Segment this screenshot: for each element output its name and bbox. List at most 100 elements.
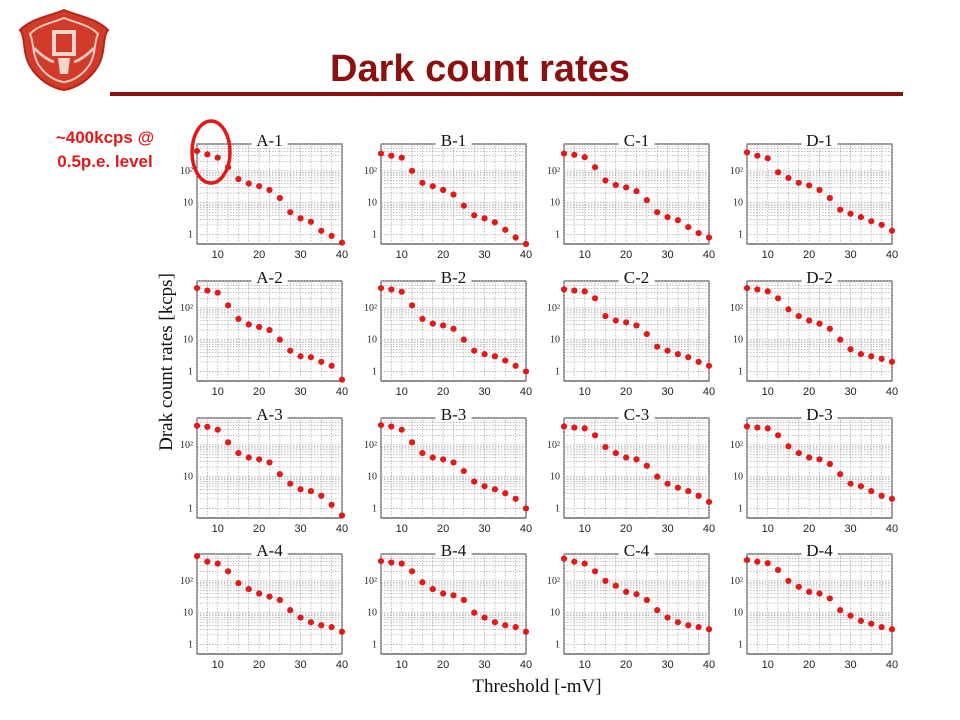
data-point — [643, 596, 650, 604]
data-point — [888, 626, 896, 633]
x-tick-label: 10 — [579, 659, 591, 671]
gridlines — [380, 553, 527, 654]
data-point — [214, 289, 221, 296]
y-tick-label: 10 — [733, 608, 743, 619]
data-point — [695, 492, 702, 499]
data-point — [214, 154, 221, 161]
data-point — [623, 319, 630, 326]
data-point — [795, 450, 802, 457]
data-point — [276, 471, 283, 478]
data-point — [785, 306, 792, 313]
data-point — [591, 295, 599, 302]
data-point — [512, 624, 519, 631]
data-point — [754, 424, 761, 431]
data-point — [276, 336, 283, 343]
data-point — [754, 152, 761, 159]
x-tick-label: 40 — [886, 249, 898, 261]
data-point — [837, 336, 844, 343]
data-point — [633, 591, 640, 598]
x-tick-label: 40 — [520, 386, 532, 398]
panel-label: D-1 — [806, 131, 832, 150]
data-point — [256, 456, 263, 463]
panel-label: A-3 — [256, 405, 282, 424]
x-tick-label: 10 — [212, 659, 224, 671]
x-tick-label: 10 — [396, 523, 408, 535]
x-tick-label: 40 — [703, 386, 715, 398]
x-tick-label: 40 — [703, 659, 715, 671]
data-point — [847, 480, 854, 487]
data-point — [307, 354, 315, 361]
data-point — [654, 343, 661, 350]
panel-a-2: 10 20 30 40 1 10 10² A-2 — [180, 268, 348, 398]
title-underline — [110, 92, 903, 96]
data-point — [266, 326, 273, 334]
panel-label: B-1 — [441, 131, 467, 150]
panel-label: B-3 — [441, 405, 467, 424]
data-point — [857, 214, 865, 221]
x-tick-label: 40 — [886, 386, 898, 398]
data-point — [816, 456, 823, 463]
panel-label-bg — [801, 271, 838, 285]
data-point — [581, 560, 588, 567]
data-point — [654, 473, 661, 480]
data-point — [276, 194, 283, 202]
data-point — [328, 624, 335, 631]
x-tick-label: 20 — [253, 249, 265, 261]
data-point — [502, 357, 509, 364]
data-point — [471, 347, 478, 354]
data-point — [522, 240, 530, 248]
slide-title: Dark count rates — [330, 48, 630, 90]
panel-label-bg — [435, 544, 472, 558]
annotation-line-2: 0.5p.e. level — [57, 152, 153, 171]
data-point — [522, 628, 530, 635]
data-point — [256, 183, 263, 190]
data-point — [795, 179, 802, 186]
data-point — [214, 426, 221, 433]
x-tick-label: 20 — [620, 386, 632, 398]
data-point — [591, 164, 599, 171]
data-point — [664, 614, 671, 621]
y-tick-label: 10² — [364, 440, 377, 451]
data-point — [440, 322, 447, 329]
data-point — [338, 628, 346, 635]
data-point — [685, 488, 692, 495]
data-point — [705, 234, 713, 241]
data-point — [224, 302, 232, 309]
data-point — [491, 353, 499, 360]
data-point — [837, 471, 844, 478]
x-tick-label: 40 — [520, 523, 532, 535]
y-tick-label: 10 — [733, 472, 743, 483]
data-point — [388, 423, 395, 430]
panel-label: C-2 — [624, 268, 650, 287]
x-tick-label: 30 — [661, 249, 673, 261]
data-point — [429, 586, 436, 593]
data-point — [440, 456, 447, 463]
x-tick-label: 10 — [396, 659, 408, 671]
data-point — [560, 555, 568, 562]
data-point — [816, 590, 823, 597]
data-point — [806, 454, 813, 461]
panel-label: C-3 — [624, 405, 650, 424]
x-tick-label: 40 — [336, 659, 348, 671]
x-tick-label: 20 — [437, 659, 449, 671]
panel-label-bg — [251, 271, 288, 285]
annotation-text: ~400kcps @ 0.5p.e. level — [30, 126, 180, 174]
data-point — [685, 224, 692, 231]
data-point — [287, 347, 294, 354]
data-point — [837, 206, 844, 213]
x-tick-label: 10 — [762, 659, 774, 671]
data-point — [318, 358, 325, 365]
y-tick-label: 10 — [367, 608, 377, 619]
y-tick-label: 10 — [367, 335, 377, 346]
x-tick-label: 30 — [294, 386, 306, 398]
data-point — [471, 478, 478, 485]
x-tick-label: 20 — [253, 659, 265, 671]
data-point — [685, 622, 692, 629]
data-point — [633, 456, 640, 463]
data-point — [878, 355, 885, 362]
data-point — [847, 612, 854, 619]
panel-label-bg — [618, 271, 655, 285]
panel-label-bg — [251, 544, 288, 558]
data-point — [888, 358, 896, 365]
x-tick-label: 30 — [294, 523, 306, 535]
